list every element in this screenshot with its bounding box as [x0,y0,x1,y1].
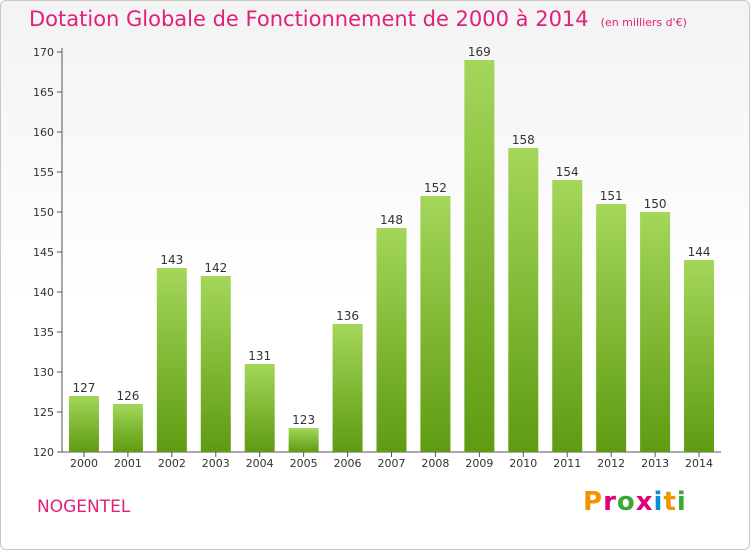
bar-2009 [464,60,495,452]
x-tick-label: 2005 [290,457,318,470]
data-label-2002: 143 [160,253,183,267]
x-tick-label: 2014 [685,457,713,470]
bar-2002 [156,268,187,452]
data-label-2010: 158 [512,133,535,147]
bar-2006 [332,324,363,452]
bar-2014 [684,260,715,452]
bar-2000 [68,396,99,452]
y-tick-label: 135 [33,326,54,339]
y-tick-label: 120 [33,446,54,459]
data-label-2004: 131 [248,349,271,363]
data-label-2011: 154 [556,165,579,179]
x-tick-label: 2007 [378,457,406,470]
x-tick-label: 2004 [246,457,274,470]
y-tick-label: 145 [33,246,54,259]
data-label-2012: 151 [600,189,623,203]
y-tick-label: 140 [33,286,54,299]
bar-2008 [420,196,451,452]
y-tick-label: 165 [33,86,54,99]
bar-chart: 120 125 130 135 140 145 150 155 160 165 170 2000 200… [33,45,721,470]
chart-axes: 120 125 130 135 140 145 150 155 160 165 170 2000 200… [33,46,721,470]
data-label-2006: 136 [336,309,359,323]
y-tick-label: 170 [33,46,54,59]
bar-2013 [640,212,671,452]
x-tick-label: 2001 [114,457,142,470]
x-tick-label: 2009 [465,457,493,470]
x-tick-label: 2012 [597,457,625,470]
x-tick-label: 2000 [70,457,98,470]
data-label-2013: 150 [644,197,667,211]
x-tick-label: 2010 [509,457,537,470]
x-tick-label: 2002 [158,457,186,470]
proxiti-logo: Proxiti [583,487,687,517]
bar-2004 [244,364,275,452]
x-tick-label: 2003 [202,457,230,470]
chart-unit: (en milliers d'€) [600,16,687,29]
chart-bars [68,60,715,452]
y-tick-label: 155 [33,166,54,179]
y-tick-label: 150 [33,206,54,219]
bar-2005 [288,428,319,452]
y-tick-label: 125 [33,406,54,419]
chart-data-labels: 127 126 143 142 131 123 136 148 152 169 158 154 151 1… [73,45,711,427]
data-label-2007: 148 [380,213,403,227]
data-label-2009: 169 [468,45,491,59]
data-label-2005: 123 [292,413,315,427]
x-tick-label: 2011 [553,457,581,470]
data-label-2003: 142 [204,261,227,275]
bar-2011 [552,180,583,452]
data-label-2000: 127 [73,381,96,395]
x-tick-label: 2006 [334,457,362,470]
x-tick-label: 2008 [421,457,449,470]
bar-2012 [596,204,627,452]
chart-title-text: Dotation Globale de Fonctionnement de 20… [29,7,589,31]
y-tick-label: 130 [33,366,54,379]
bar-2001 [112,404,143,452]
bar-2010 [508,148,539,452]
data-label-2001: 126 [116,389,139,403]
bar-2003 [200,276,231,452]
chart-title: Dotation Globale de Fonctionnement de 20… [29,7,687,31]
bar-2007 [376,228,407,452]
y-tick-label: 160 [33,126,54,139]
data-label-2014: 144 [688,245,711,259]
commune-name: NOGENTEL [37,497,131,517]
data-label-2008: 152 [424,181,447,195]
x-tick-label: 2013 [641,457,669,470]
